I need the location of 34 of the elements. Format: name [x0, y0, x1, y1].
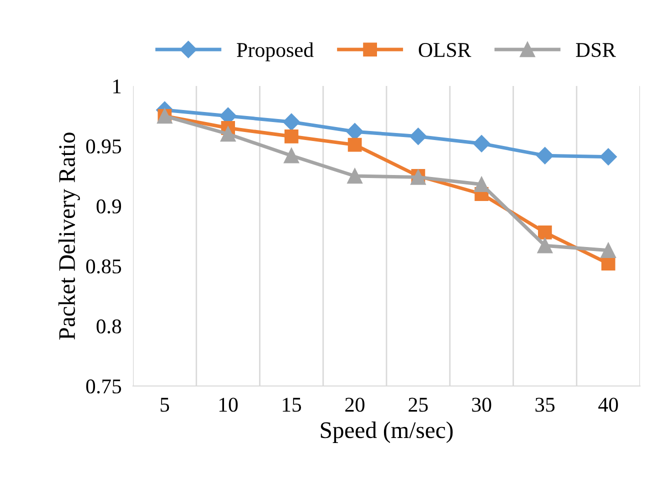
x-tick-label: 20: [345, 398, 364, 412]
x-axis-title: Speed (m/sec): [320, 422, 453, 443]
y-tick-label: 0.85: [86, 259, 122, 274]
x-tick-label: 30: [472, 398, 492, 412]
point: [473, 135, 490, 152]
point: [474, 176, 490, 192]
y-tick-label: 1: [113, 79, 121, 94]
y-tick-label: 0.9: [96, 199, 122, 214]
legend-label: DSR: [576, 43, 616, 58]
y-tick-label: 0.95: [86, 139, 122, 154]
point: [348, 138, 362, 152]
point: [220, 126, 236, 142]
point: [600, 242, 616, 258]
y-axis-title: Packet Delivery Ratio: [58, 132, 80, 340]
point: [284, 148, 300, 164]
point: [410, 128, 427, 145]
x-tick-label: 15: [282, 398, 302, 412]
y-tick-label: 0.75: [86, 379, 122, 394]
legend-label: OLSR: [418, 43, 472, 58]
point: [537, 238, 553, 254]
point: [536, 147, 554, 164]
point: [601, 256, 616, 271]
x-tick-label: 5: [160, 398, 170, 412]
legend-label: Proposed: [236, 42, 314, 62]
x-tick-label: 10: [219, 398, 238, 412]
x-tick-label: 40: [598, 398, 618, 412]
x-tick-label: 25: [408, 398, 428, 412]
x-tick-label: 35: [536, 398, 555, 412]
point: [284, 129, 298, 144]
point: [347, 168, 362, 184]
point: [282, 113, 300, 131]
point: [538, 225, 552, 240]
point: [600, 148, 617, 166]
y-tick-label: 0.8: [96, 319, 122, 334]
